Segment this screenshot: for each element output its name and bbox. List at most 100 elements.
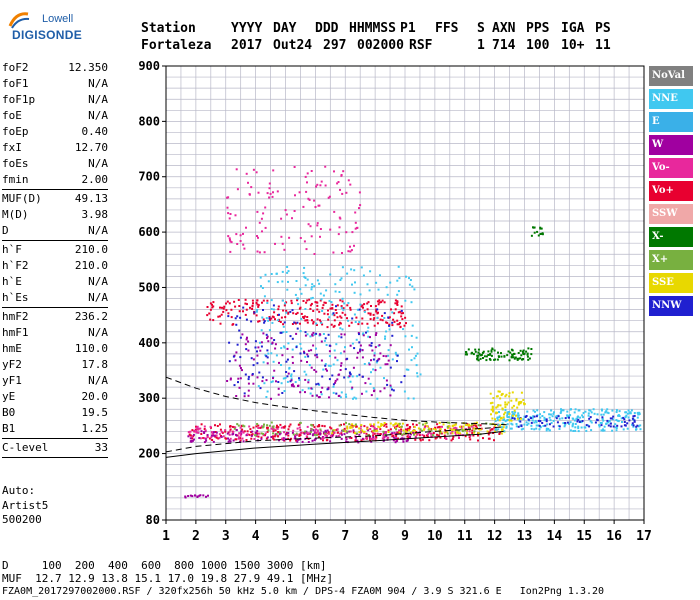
echo-point [632, 424, 635, 427]
echo-point [331, 303, 334, 306]
echo-point [582, 416, 585, 419]
echo-point [310, 428, 313, 431]
echo-point [314, 206, 317, 208]
echo-point [220, 430, 223, 433]
echo-point [502, 426, 505, 429]
echo-point [299, 431, 302, 434]
echo-point [506, 423, 509, 426]
echo-point [237, 299, 240, 301]
echo-point [511, 354, 514, 357]
echo-point [265, 317, 268, 320]
echo-point [547, 427, 550, 430]
echo-point [605, 410, 608, 413]
echo-point [504, 395, 507, 398]
polarization-legend: NoVal NNE E W Vo- Vo+ SSW X- X+ SSE NNW [649, 66, 693, 319]
echo-point [303, 352, 306, 355]
echo-point [511, 423, 514, 426]
echo-point [315, 322, 318, 325]
echo-point [430, 435, 433, 438]
echo-point [414, 432, 417, 435]
echo-point [485, 355, 488, 358]
echo-point [334, 379, 337, 382]
echo-point [423, 434, 426, 437]
echo-point [564, 422, 567, 424]
echo-point [289, 335, 292, 338]
echo-point [248, 433, 251, 436]
echo-point [240, 424, 243, 427]
echo-point [375, 332, 378, 335]
echo-point [479, 424, 482, 427]
echo-point [310, 302, 313, 305]
y-tick-label: 500 [138, 280, 160, 294]
echo-point [304, 355, 307, 358]
echo-point [327, 309, 329, 312]
echo-point [409, 279, 412, 281]
echo-point [229, 213, 232, 215]
echo-point [465, 424, 468, 426]
echo-point [352, 431, 355, 434]
echo-point [506, 411, 509, 414]
echo-point [400, 425, 403, 428]
echo-point [348, 423, 351, 426]
echo-point [391, 388, 393, 391]
echo-point [305, 430, 308, 433]
echo-point [375, 435, 377, 438]
echo-point [560, 409, 563, 412]
echo-point [315, 432, 317, 435]
echo-point [239, 439, 242, 442]
echo-point [313, 369, 316, 371]
echo-point [229, 238, 231, 241]
echo-point [553, 411, 555, 414]
echo-point [356, 351, 359, 354]
param-label: h`E [2, 275, 22, 288]
echo-point [247, 394, 250, 397]
echo-point [301, 389, 304, 392]
echo-point [222, 435, 225, 438]
echo-point [279, 423, 282, 426]
echo-point [247, 340, 250, 343]
echo-point [480, 353, 483, 356]
echo-point [247, 375, 250, 378]
echo-point [472, 353, 475, 356]
param-row: foEp 0.40 [2, 124, 108, 140]
echo-point [245, 172, 248, 175]
echo-point [411, 346, 413, 349]
echo-point [323, 301, 326, 304]
echo-point [360, 425, 363, 428]
header-label: DDD [315, 21, 339, 36]
echo-point [313, 199, 316, 202]
echo-point [265, 396, 268, 398]
echo-point [510, 418, 513, 421]
echo-point [276, 281, 279, 284]
echo-point [302, 205, 305, 208]
echo-point [277, 387, 280, 390]
echo-point [203, 437, 206, 440]
echo-point [367, 429, 370, 432]
echo-point [184, 495, 187, 498]
echo-point [304, 277, 307, 279]
echo-point [283, 321, 286, 324]
echo-point [497, 419, 500, 422]
echo-point [498, 415, 501, 418]
echo-point [439, 431, 442, 433]
echo-point [333, 314, 336, 317]
echo-point [386, 363, 389, 366]
echo-point [414, 438, 417, 441]
echo-point [357, 323, 360, 326]
echo-point [306, 425, 309, 428]
echo-point [305, 373, 308, 376]
echo-point [467, 348, 470, 351]
echo-point [451, 431, 454, 434]
echo-point [479, 428, 482, 431]
echo-point [260, 425, 263, 428]
echo-point [412, 423, 414, 426]
echo-point [503, 355, 506, 358]
echo-point [189, 494, 192, 497]
echo-point [275, 426, 278, 429]
echo-point [310, 297, 313, 300]
echo-point [273, 369, 276, 372]
echo-point [485, 359, 488, 362]
echo-point [335, 429, 338, 431]
echo-point [346, 272, 349, 275]
echo-point [242, 431, 245, 434]
